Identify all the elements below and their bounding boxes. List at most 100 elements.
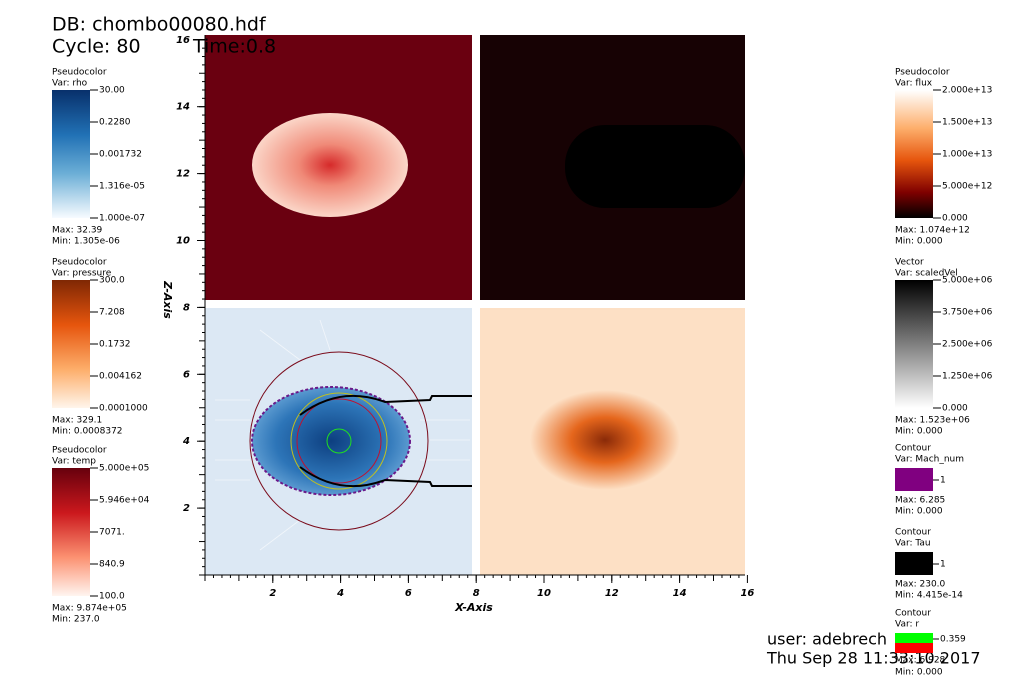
contour-swatch <box>895 633 933 643</box>
contour-level: 1 <box>940 560 946 570</box>
time: Time:0.8 <box>192 36 276 58</box>
colorbar-label: 1.000e+13 <box>942 150 992 160</box>
legend-min: Min: 237.0 <box>52 615 100 625</box>
cycle: Cycle: 80 <box>52 36 141 58</box>
colorbar-label: 2.500e+06 <box>942 340 993 350</box>
legend-kind: Contour <box>895 609 931 619</box>
colorbar-label: 5.000e+06 <box>942 276 993 286</box>
legend-var: Var: rho <box>52 79 88 89</box>
legend-min: Min: 0.000 <box>895 507 943 517</box>
contour-inner <box>290 392 388 490</box>
x-tick-label: 10 <box>537 588 551 599</box>
colorbar-label: 30.00 <box>99 86 125 96</box>
user: user: adebrech <box>767 630 887 649</box>
blob <box>530 390 680 490</box>
colorbar-label: 7.208 <box>99 308 125 318</box>
contour-r <box>249 351 429 531</box>
z-tick-label: 10 <box>176 236 190 247</box>
colorbar <box>52 280 90 408</box>
colorbar-label: 3.750e+06 <box>942 308 993 318</box>
legend-var: Var: r <box>895 620 919 630</box>
z-tick-label: 8 <box>183 302 190 313</box>
colorbar-label: 0.004162 <box>99 372 142 382</box>
colorbar-label: 100.0 <box>99 592 125 602</box>
legend-min: Min: 4.415e-14 <box>895 591 963 601</box>
colorbar-label: 0.001732 <box>99 150 142 160</box>
x-axis-label: X-Axis <box>454 601 493 614</box>
db-name: DB: chombo00080.hdf <box>52 14 267 36</box>
date: Thu Sep 28 11:33:10 2017 <box>766 649 981 668</box>
legend-max: Max: 32.39 <box>52 226 103 236</box>
colorbar <box>895 280 933 408</box>
legend-min: Min: 0.000 <box>895 427 943 437</box>
legend-max: Max: 1.523e+06 <box>895 416 970 426</box>
legend-max: Max: 6.285 <box>895 496 945 506</box>
x-tick-label: 8 <box>473 588 480 599</box>
contour-mach <box>251 386 411 496</box>
colorbar-label: 300.0 <box>99 276 125 286</box>
colorbar-label: 0.2280 <box>99 118 131 128</box>
colorbar-label: 5.000e+12 <box>942 182 992 192</box>
legend-max: Max: 6.928 <box>895 656 946 666</box>
legend-max: Max: 329.1 <box>52 416 102 426</box>
z-tick-label: 2 <box>183 503 190 514</box>
contour-swatch <box>895 643 933 653</box>
legend-min: Min: 0.000 <box>895 237 943 247</box>
contour-inner2 <box>296 398 382 484</box>
legend-min: Min: 0.0008372 <box>52 427 123 437</box>
x-tick-label: 14 <box>673 588 687 599</box>
z-tick-label: 4 <box>182 436 190 447</box>
colorbar <box>52 468 90 596</box>
colorbar-label: 7071. <box>99 528 125 538</box>
x-tick-label: 12 <box>605 588 619 599</box>
contour-swatch <box>895 468 933 491</box>
z-tick-label: 14 <box>176 102 190 113</box>
colorbar <box>52 90 90 218</box>
legend-max: Max: 230.0 <box>895 580 946 590</box>
legend-min: Min: 1.305e-06 <box>52 237 120 247</box>
colorbar-label: 5.000e+05 <box>99 464 149 474</box>
legend-max: Max: 9.874e+05 <box>52 604 127 614</box>
legend-min: Min: 0.000 <box>895 668 943 676</box>
legend-var: Var: temp <box>52 457 96 467</box>
colorbar <box>895 90 933 218</box>
legend-var: Var: Mach_num <box>895 455 964 465</box>
colorbar-label: 840.9 <box>99 560 125 570</box>
colorbar-label: 1.316e-05 <box>99 182 145 192</box>
z-tick-label: 12 <box>176 169 190 180</box>
legend-max: Max: 1.074e+12 <box>895 226 970 236</box>
colorbar-label: 0.000 <box>942 404 968 414</box>
legend-kind: Pseudocolor <box>52 258 107 268</box>
legend-kind: Vector <box>895 258 924 268</box>
x-tick-label: 4 <box>336 588 344 599</box>
legend-kind: Contour <box>895 528 931 538</box>
shadow <box>565 125 745 208</box>
colorbar-label: 1.250e+06 <box>942 372 993 382</box>
contour-level: 0.359 <box>940 635 966 645</box>
colorbar-label: 1.500e+13 <box>942 118 992 128</box>
colorbar-label: 2.000e+13 <box>942 86 992 96</box>
legend-var: Var: Tau <box>895 539 931 549</box>
legend-kind: Pseudocolor <box>52 68 107 78</box>
legend-var: Var: pressure <box>52 269 112 279</box>
contour-tau <box>299 394 472 488</box>
x-tick-label: 6 <box>405 588 412 599</box>
colorbar-label: 0.1732 <box>99 340 131 350</box>
legend-kind: Pseudocolor <box>52 446 107 456</box>
contour-level: 1 <box>940 476 946 486</box>
colorbar-label: 5.946e+04 <box>99 496 150 506</box>
colorbar-label: 1.000e-07 <box>99 214 145 224</box>
legend-var: Var: scaledVel <box>895 269 958 279</box>
contour-core <box>326 428 352 454</box>
legend-kind: Pseudocolor <box>895 68 950 78</box>
x-tick-label: 16 <box>740 588 754 599</box>
colorbar-label: 0.000 <box>942 214 968 224</box>
z-tick-label: 6 <box>183 369 190 380</box>
legend-kind: Contour <box>895 444 931 454</box>
contour-swatch <box>895 552 933 575</box>
z-tick-label: 16 <box>176 35 190 46</box>
vectors <box>215 319 470 551</box>
blob <box>252 113 408 217</box>
legend-var: Var: flux <box>895 79 933 89</box>
